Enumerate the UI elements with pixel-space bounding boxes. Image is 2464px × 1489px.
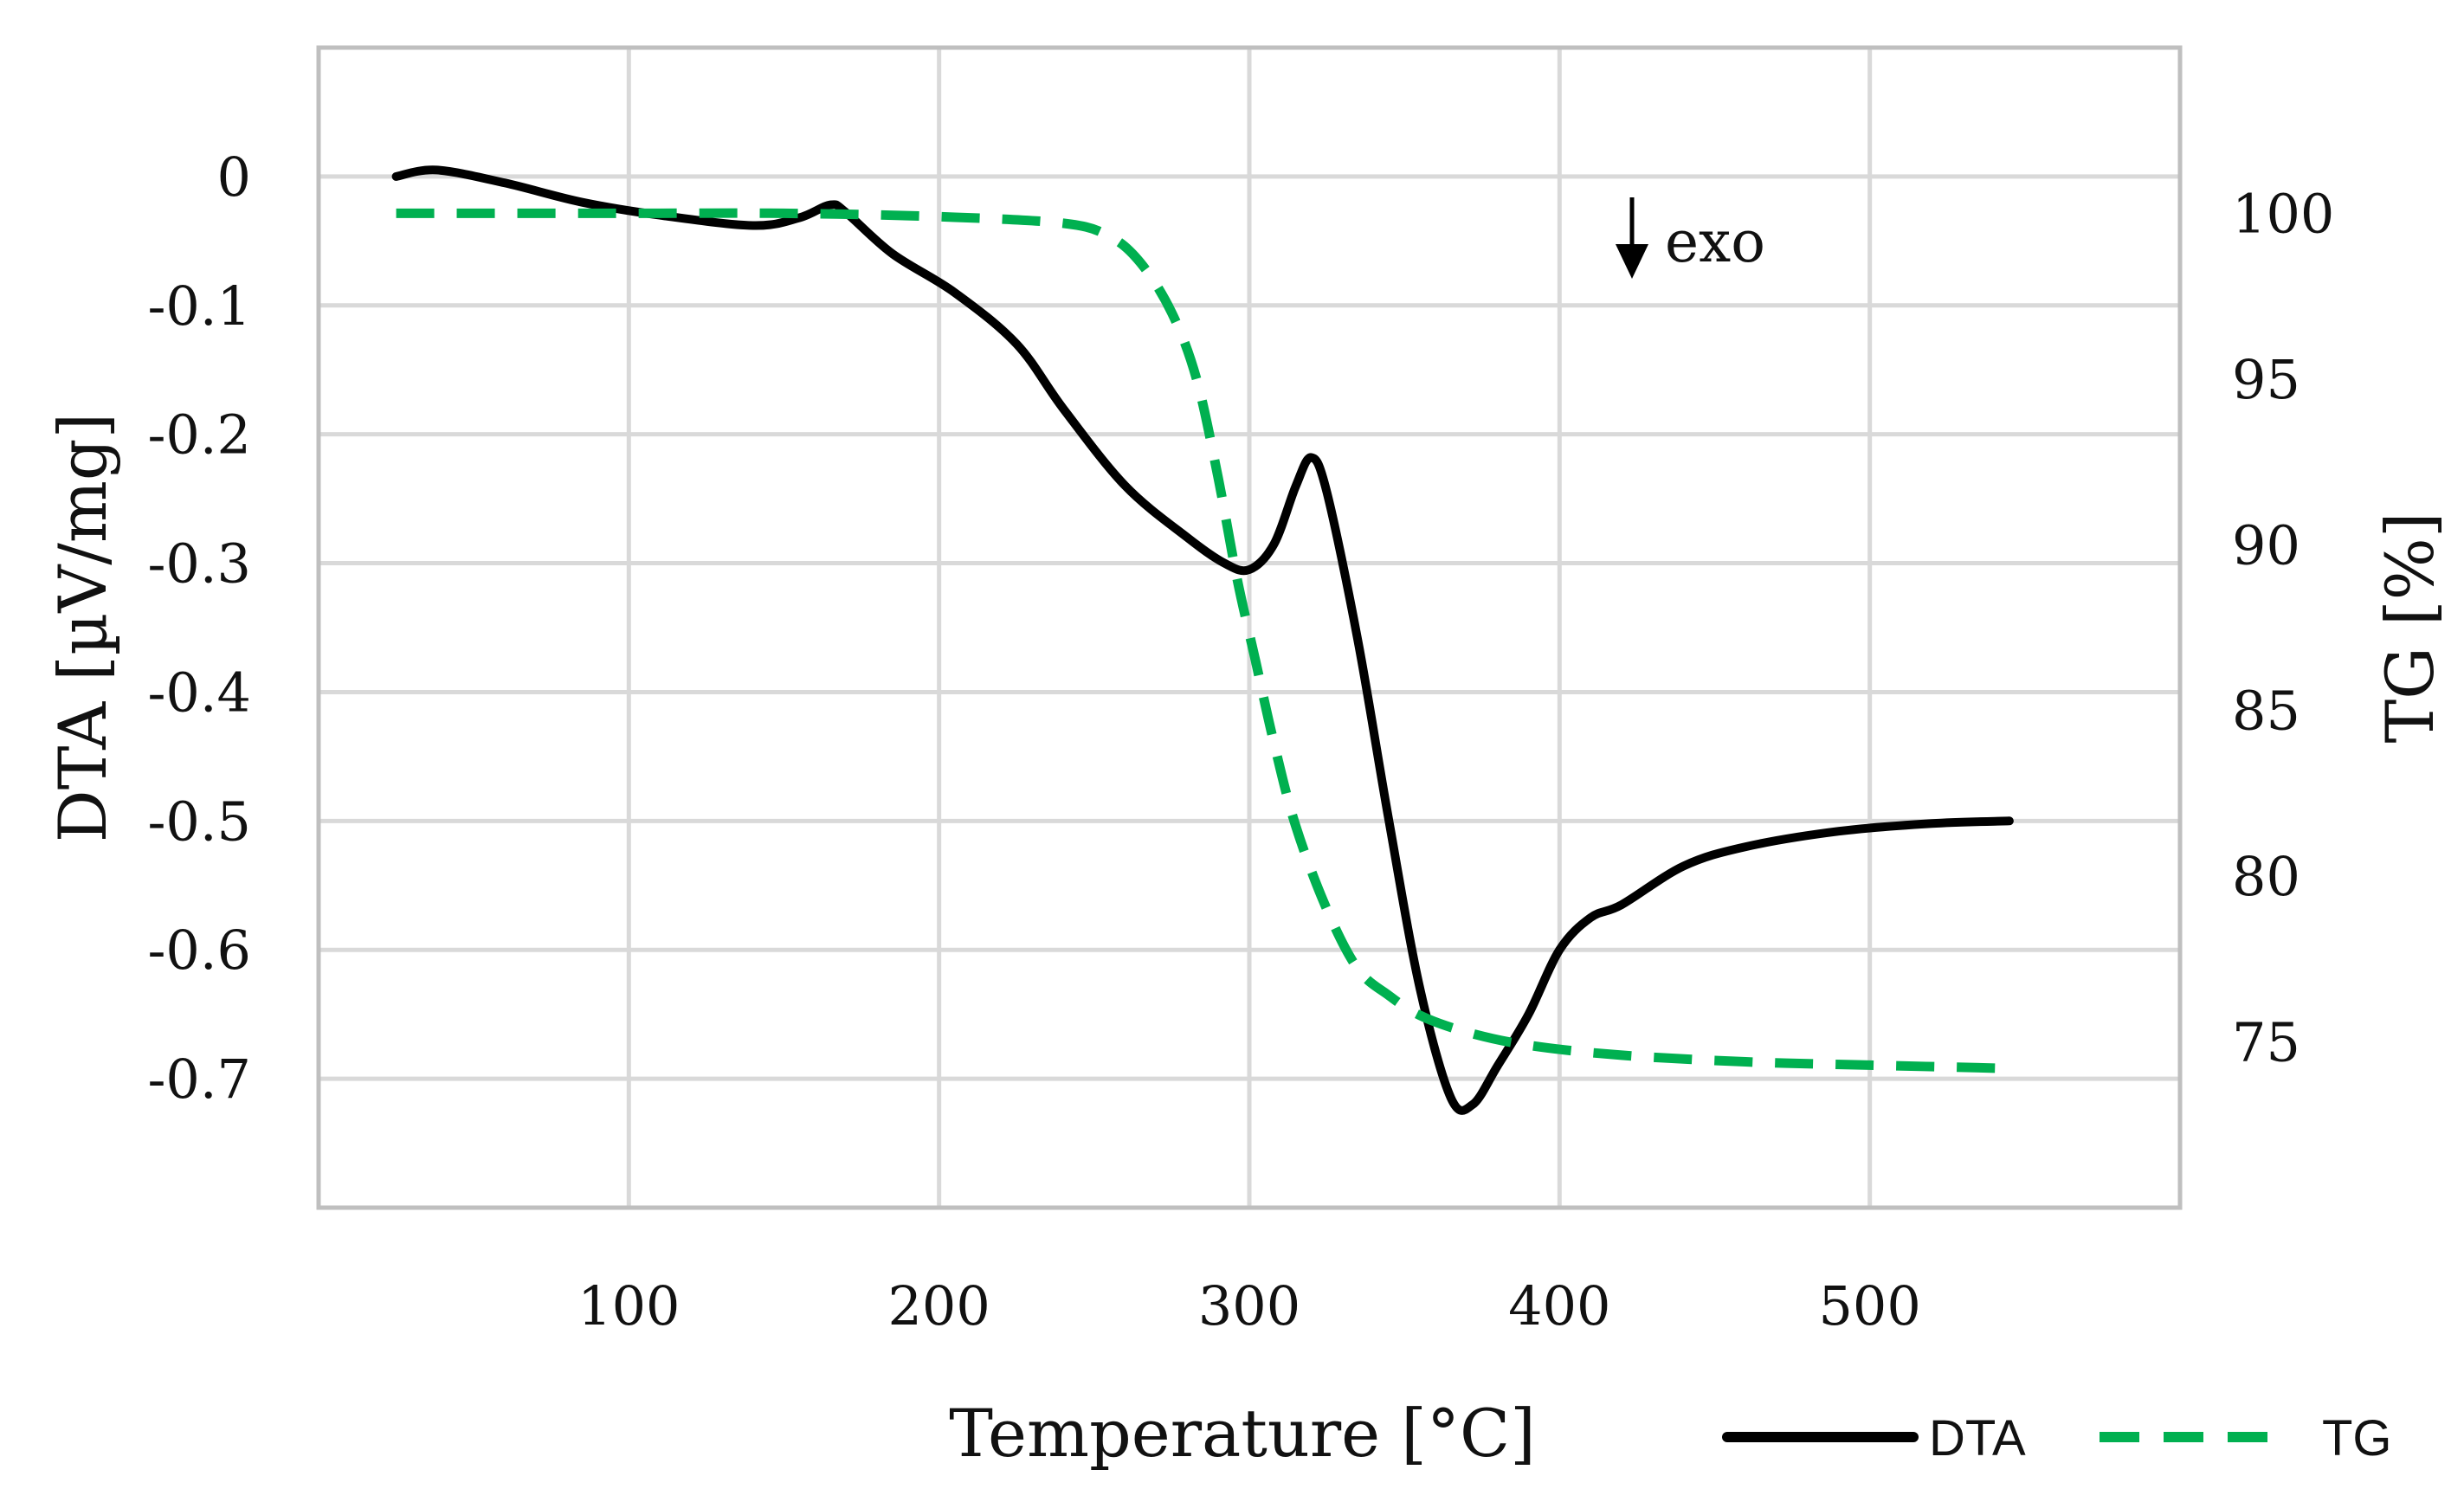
legend-dta-label: DTA [1929,1410,2026,1466]
y-right-tick-label: 85 [2232,680,2300,743]
y-right-tick-label: 80 [2232,845,2300,908]
y-left-tick-label: -0.1 [147,274,251,338]
legend-tg-label: TG [2322,1410,2392,1466]
series-line-tg [396,208,2010,1073]
y-left-tick-label: -0.4 [147,661,251,724]
x-tick-label: 400 [1508,1274,1610,1338]
y-right-tick-label: 90 [2232,513,2300,577]
grid-layer [319,48,2180,1208]
x-axis-title: Temperature [°C] [949,1395,1536,1472]
y-axis-left-title: DTA [µV/mg] [44,413,121,842]
y-right-tick-label: 95 [2232,348,2300,411]
tick-labels: 100 200 300 400 500 0 -0.1 -0.2 -0.3 -0.4 -0.5 -0.6… [147,145,2334,1338]
exo-label: exo [1665,209,1765,275]
plot-frame [316,45,2183,1210]
y-left-tick-label: -0.2 [147,403,251,467]
exo-arrow-down-icon [1616,244,1648,279]
series-layer [391,165,2014,1115]
x-tick-label: 300 [1198,1274,1300,1338]
y-left-tick-label: -0.7 [147,1047,251,1111]
legend: DTA TG [1722,1410,2392,1466]
y-left-tick-label: -0.6 [147,919,251,982]
x-tick-label: 500 [1818,1274,1920,1338]
y-left-tick-label: 0 [217,145,251,209]
y-left-tick-label: -0.5 [147,790,251,853]
y-right-tick-label: 75 [2232,1011,2300,1074]
y-axis-right-title: TG [%] [2371,512,2448,743]
exo-annotation: exo [1616,197,1765,279]
y-right-tick-label: 100 [2232,182,2334,245]
x-tick-label: 200 [887,1274,990,1338]
x-tick-label: 100 [577,1274,680,1338]
series-line-dta [391,165,2014,1115]
y-left-tick-label: -0.3 [147,532,251,596]
